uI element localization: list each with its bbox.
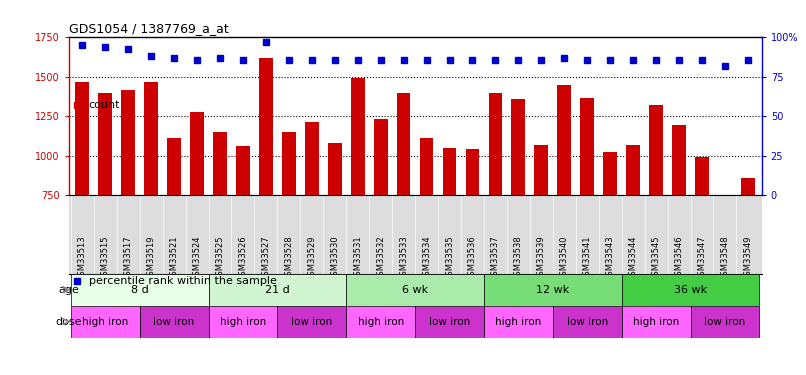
Bar xyxy=(484,306,553,338)
Bar xyxy=(604,152,617,313)
Bar xyxy=(305,122,318,313)
Text: dose: dose xyxy=(56,316,82,327)
Bar xyxy=(691,306,759,338)
Text: count: count xyxy=(89,100,120,110)
Text: 8 d: 8 d xyxy=(131,285,148,295)
Bar xyxy=(71,274,209,306)
Bar xyxy=(621,274,759,306)
Bar xyxy=(259,58,272,313)
Bar xyxy=(351,78,364,313)
Bar xyxy=(98,93,112,313)
Bar xyxy=(282,132,296,313)
Bar xyxy=(71,306,139,338)
Text: GDS1054 / 1387769_a_at: GDS1054 / 1387769_a_at xyxy=(69,22,228,35)
Text: 21 d: 21 d xyxy=(265,285,289,295)
Bar xyxy=(347,306,415,338)
Bar xyxy=(672,125,686,313)
Bar xyxy=(512,99,526,313)
Text: low iron: low iron xyxy=(567,316,608,327)
Bar xyxy=(488,93,502,313)
Text: 12 wk: 12 wk xyxy=(536,285,569,295)
Bar xyxy=(328,143,342,313)
Text: age: age xyxy=(59,285,80,295)
Text: high iron: high iron xyxy=(495,316,542,327)
Bar xyxy=(144,82,158,313)
Bar xyxy=(209,274,347,306)
Bar xyxy=(121,90,135,313)
Bar xyxy=(397,93,410,313)
Text: 36 wk: 36 wk xyxy=(674,285,707,295)
Bar xyxy=(139,306,209,338)
Bar xyxy=(553,306,621,338)
Bar xyxy=(626,146,640,313)
Bar xyxy=(649,105,663,313)
Bar xyxy=(484,274,621,306)
Text: low iron: low iron xyxy=(704,316,746,327)
Text: low iron: low iron xyxy=(429,316,470,327)
Text: low iron: low iron xyxy=(291,316,332,327)
Text: high iron: high iron xyxy=(220,316,266,327)
Text: high iron: high iron xyxy=(358,316,404,327)
Bar xyxy=(209,306,277,338)
Bar xyxy=(190,111,204,313)
Bar xyxy=(558,85,571,313)
Text: high iron: high iron xyxy=(633,316,679,327)
Bar xyxy=(415,306,484,338)
Bar xyxy=(76,82,89,313)
Bar xyxy=(580,98,594,313)
Text: low iron: low iron xyxy=(153,316,195,327)
Text: 6 wk: 6 wk xyxy=(402,285,428,295)
Bar xyxy=(534,146,548,313)
Bar xyxy=(466,149,480,313)
Bar xyxy=(277,306,347,338)
Bar xyxy=(167,138,181,313)
Bar xyxy=(420,138,434,313)
Bar xyxy=(213,132,226,313)
Bar xyxy=(442,148,456,313)
Text: percentile rank within the sample: percentile rank within the sample xyxy=(89,276,276,286)
Bar xyxy=(347,274,484,306)
Bar xyxy=(621,306,691,338)
Bar xyxy=(695,157,709,313)
Bar xyxy=(374,119,388,313)
Text: high iron: high iron xyxy=(82,316,128,327)
Bar xyxy=(236,146,250,313)
Bar xyxy=(718,198,732,313)
Bar xyxy=(741,178,754,313)
